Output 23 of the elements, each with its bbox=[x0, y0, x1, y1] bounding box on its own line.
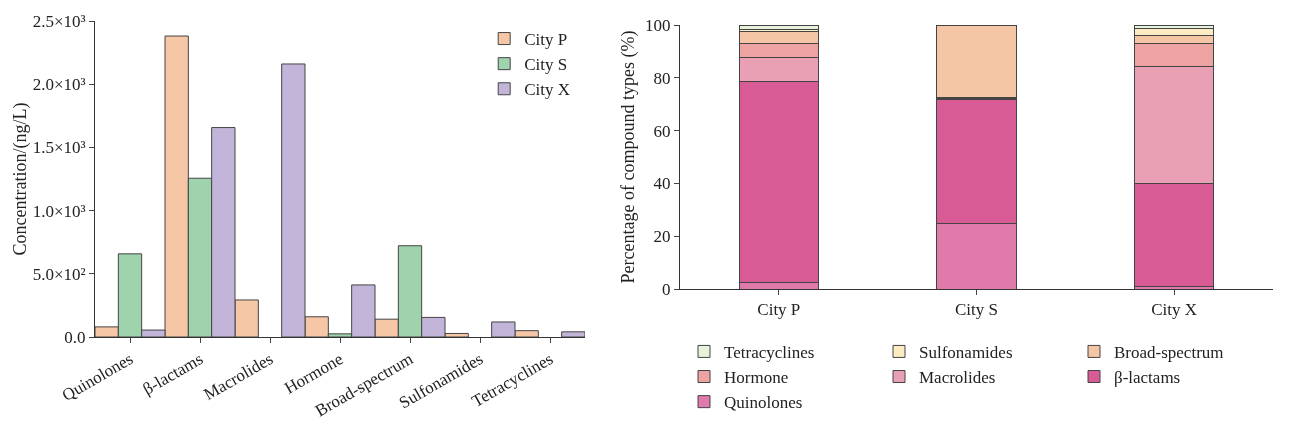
y-tick-label: 0 bbox=[662, 279, 671, 299]
y-axis-title: Concentration/(ng/L) bbox=[9, 102, 31, 256]
y-tick-label: 0.0 bbox=[64, 327, 86, 347]
y-tick-label: 2.5×10³ bbox=[32, 11, 86, 31]
bar bbox=[936, 25, 1017, 99]
y-tick-label: 40 bbox=[653, 174, 671, 194]
y-tick-label: 20 bbox=[653, 227, 671, 247]
y-tick-label: 2.0×10³ bbox=[32, 75, 86, 95]
y-tick-label: 5.0×10² bbox=[32, 264, 86, 284]
legend-label: City P bbox=[524, 30, 568, 50]
x-tick-label: City S bbox=[955, 300, 998, 320]
bar bbox=[561, 331, 585, 337]
bar bbox=[738, 25, 819, 31]
x-tick-label: City X bbox=[1151, 300, 1198, 320]
y-axis-title: Percentage of compound types (%) bbox=[618, 30, 639, 284]
y-tick-label: 1.0×10³ bbox=[32, 201, 86, 221]
legend-label: City S bbox=[524, 55, 568, 75]
y-tick-label: 1.5×10³ bbox=[32, 138, 86, 158]
y-tick-label: 60 bbox=[653, 121, 671, 141]
legend-label: City X bbox=[524, 80, 571, 100]
x-tick-label: City P bbox=[757, 300, 801, 320]
y-tick-label: 80 bbox=[653, 68, 671, 88]
y-tick-label: 100 bbox=[645, 15, 671, 35]
